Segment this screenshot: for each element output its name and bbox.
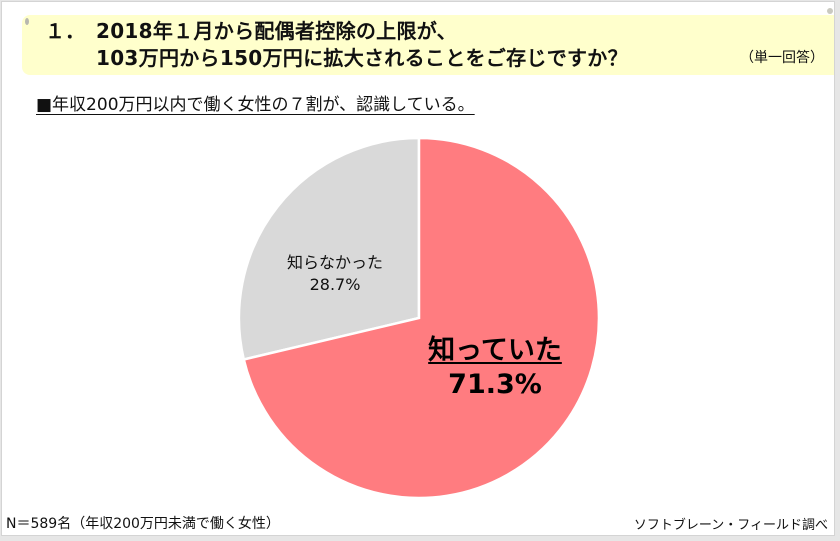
slice-value: 28.7% — [309, 275, 361, 294]
slice-value: 71.3% — [448, 369, 542, 400]
pie-slice-knew — [242, 136, 601, 500]
slice-category: 知っていた — [428, 335, 562, 366]
question-title-line1: 2018年１月から配偶者控除の上限が、 — [96, 19, 457, 43]
slice-label-did-not-know: 知らなかった 28.7% — [270, 252, 400, 296]
question-number: １． — [45, 19, 85, 43]
decorative-dot — [827, 8, 833, 14]
source-credit: ソフトブレーン・フィールド調べ — [633, 518, 828, 533]
sample-size-note: N＝589名（年収200万円未満で働く女性） — [6, 516, 280, 532]
chart-subtitle: ■年収200万円以内で働く女性の７割が、認識している。 — [36, 95, 475, 115]
title-banner — [22, 15, 834, 75]
decorative-dot — [25, 18, 29, 25]
pie-slice-did-not-know — [237, 136, 421, 362]
question-title-line2: 103万円から150万円に拡大されることをご存じですか？ — [96, 46, 628, 70]
slice-category: 知らなかった — [286, 253, 383, 272]
answer-type-note: （単一回答） — [740, 50, 824, 66]
slice-label-knew: 知っていた 71.3% — [410, 334, 580, 402]
